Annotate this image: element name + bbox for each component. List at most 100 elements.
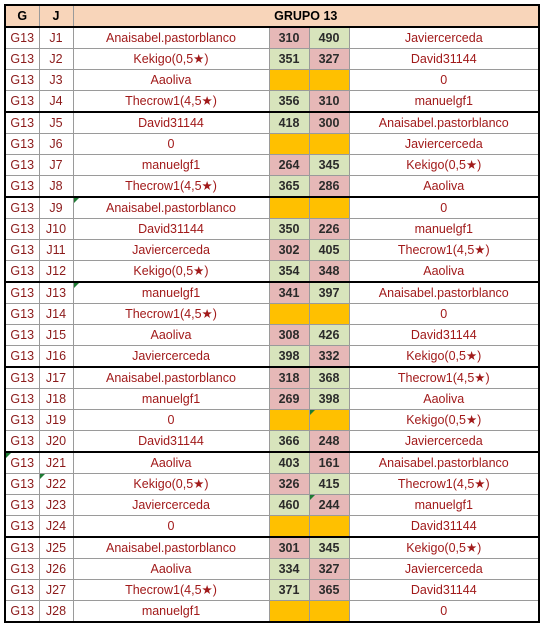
player-one-cell[interactable]: Kekigo(0,5★)	[72, 48, 270, 70]
player-two-cell[interactable]: manuelgf1	[348, 90, 540, 113]
player-two-cell[interactable]: Kekigo(0,5★)	[348, 409, 540, 431]
round-cell[interactable]: J16	[38, 345, 74, 368]
group-cell[interactable]: G13	[4, 154, 40, 176]
group-cell[interactable]: G13	[4, 579, 40, 601]
player-two-cell[interactable]: Javiercerceda	[348, 558, 540, 580]
group-cell[interactable]: G13	[4, 48, 40, 70]
group-cell[interactable]: G13	[4, 558, 40, 580]
score-two-cell[interactable]: 226	[308, 218, 350, 240]
player-one-cell[interactable]: Javiercerceda	[72, 494, 270, 516]
player-one-cell[interactable]: David31144	[72, 111, 270, 134]
player-one-cell[interactable]: Aaoliva	[72, 324, 270, 346]
score-one-cell[interactable]	[268, 409, 310, 431]
group-cell[interactable]: G13	[4, 600, 40, 623]
score-two-cell[interactable]: 426	[308, 324, 350, 346]
player-one-cell[interactable]: manuelgf1	[72, 281, 270, 304]
player-one-cell[interactable]: Aaoliva	[72, 558, 270, 580]
score-two-cell[interactable]: 248	[308, 430, 350, 453]
score-two-cell[interactable]: 490	[308, 26, 350, 49]
score-one-cell[interactable]: 269	[268, 388, 310, 410]
score-one-cell[interactable]	[268, 133, 310, 155]
round-cell[interactable]: J4	[38, 90, 74, 113]
group-cell[interactable]: G13	[4, 409, 40, 431]
round-cell[interactable]: J28	[38, 600, 74, 623]
round-cell[interactable]: J13	[38, 281, 74, 304]
score-one-cell[interactable]	[268, 69, 310, 91]
player-two-cell[interactable]: Anaisabel.pastorblanco	[348, 281, 540, 304]
score-two-cell[interactable]: 345	[308, 154, 350, 176]
player-two-cell[interactable]: 0	[348, 196, 540, 219]
round-cell[interactable]: J25	[38, 536, 74, 559]
group-cell[interactable]: G13	[4, 175, 40, 198]
player-one-cell[interactable]: 0	[72, 133, 270, 155]
player-two-cell[interactable]: Anaisabel.pastorblanco	[348, 111, 540, 134]
player-two-cell[interactable]: 0	[348, 303, 540, 325]
group-cell[interactable]: G13	[4, 388, 40, 410]
round-cell[interactable]: J24	[38, 515, 74, 538]
player-two-cell[interactable]: Kekigo(0,5★)	[348, 345, 540, 368]
score-one-cell[interactable]: 354	[268, 260, 310, 283]
round-cell[interactable]: J14	[38, 303, 74, 325]
round-col-header[interactable]: J	[38, 4, 74, 28]
player-one-cell[interactable]: Thecrow1(4,5★)	[72, 579, 270, 601]
score-two-cell[interactable]: 365	[308, 579, 350, 601]
score-two-cell[interactable]	[308, 69, 350, 91]
round-cell[interactable]: J18	[38, 388, 74, 410]
score-one-cell[interactable]: 366	[268, 430, 310, 453]
score-two-cell[interactable]: 405	[308, 239, 350, 261]
score-two-cell[interactable]: 415	[308, 473, 350, 495]
score-two-cell[interactable]: 327	[308, 558, 350, 580]
player-one-cell[interactable]: Kekigo(0,5★)	[72, 260, 270, 283]
player-one-cell[interactable]: manuelgf1	[72, 600, 270, 623]
group-cell[interactable]: G13	[4, 324, 40, 346]
player-one-cell[interactable]: Anaisabel.pastorblanco	[72, 366, 270, 389]
round-cell[interactable]: J21	[38, 451, 74, 474]
round-cell[interactable]: J22	[38, 473, 74, 495]
score-two-cell[interactable]: 327	[308, 48, 350, 70]
round-cell[interactable]: J2	[38, 48, 74, 70]
player-two-cell[interactable]: David31144	[348, 515, 540, 538]
round-cell[interactable]: J20	[38, 430, 74, 453]
score-two-cell[interactable]	[308, 133, 350, 155]
score-two-cell[interactable]: 300	[308, 111, 350, 134]
player-one-cell[interactable]: David31144	[72, 218, 270, 240]
group-col-header[interactable]: G	[4, 4, 40, 28]
round-cell[interactable]: J1	[38, 26, 74, 49]
group-cell[interactable]: G13	[4, 366, 40, 389]
score-one-cell[interactable]	[268, 303, 310, 325]
group-cell[interactable]: G13	[4, 303, 40, 325]
group-cell[interactable]: G13	[4, 133, 40, 155]
player-one-cell[interactable]: manuelgf1	[72, 388, 270, 410]
score-one-cell[interactable]: 398	[268, 345, 310, 368]
score-one-cell[interactable]: 460	[268, 494, 310, 516]
player-two-cell[interactable]: Javiercerceda	[348, 26, 540, 49]
player-two-cell[interactable]: David31144	[348, 48, 540, 70]
player-one-cell[interactable]: manuelgf1	[72, 154, 270, 176]
score-one-cell[interactable]: 310	[268, 26, 310, 49]
round-cell[interactable]: J15	[38, 324, 74, 346]
score-one-cell[interactable]: 308	[268, 324, 310, 346]
group-cell[interactable]: G13	[4, 218, 40, 240]
group-cell[interactable]: G13	[4, 239, 40, 261]
group-cell[interactable]: G13	[4, 430, 40, 453]
score-two-cell[interactable]: 286	[308, 175, 350, 198]
round-cell[interactable]: J26	[38, 558, 74, 580]
group-cell[interactable]: G13	[4, 111, 40, 134]
round-cell[interactable]: J17	[38, 366, 74, 389]
player-two-cell[interactable]: Thecrow1(4,5★)	[348, 239, 540, 261]
score-one-cell[interactable]: 264	[268, 154, 310, 176]
group-cell[interactable]: G13	[4, 515, 40, 538]
player-two-cell[interactable]: Javiercerceda	[348, 430, 540, 453]
player-two-cell[interactable]: 0	[348, 69, 540, 91]
score-one-cell[interactable]	[268, 600, 310, 623]
score-one-cell[interactable]: 341	[268, 281, 310, 304]
player-two-cell[interactable]: Thecrow1(4,5★)	[348, 473, 540, 495]
score-one-cell[interactable]: 403	[268, 451, 310, 474]
player-one-cell[interactable]: Thecrow1(4,5★)	[72, 90, 270, 113]
player-two-cell[interactable]: Javiercerceda	[348, 133, 540, 155]
score-one-cell[interactable]: 326	[268, 473, 310, 495]
group-cell[interactable]: G13	[4, 26, 40, 49]
score-two-cell[interactable]: 348	[308, 260, 350, 283]
group-cell[interactable]: G13	[4, 451, 40, 474]
score-one-cell[interactable]: 350	[268, 218, 310, 240]
